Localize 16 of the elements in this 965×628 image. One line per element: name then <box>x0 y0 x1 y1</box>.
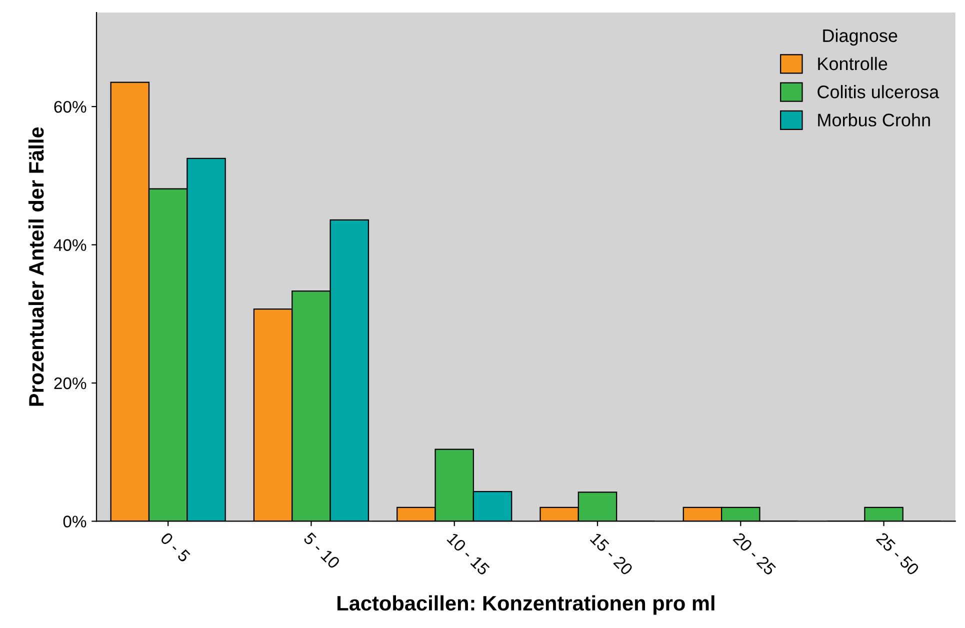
x-tick-label: 15 - 20 <box>590 532 634 576</box>
x-axis-title: Lactobacillen: Konzentrationen pro ml <box>338 595 714 615</box>
legend-label: Morbus Crohn <box>818 113 930 126</box>
legend-label: Colitis ulcerosa <box>818 85 940 98</box>
x-tick-label: 0 - 5 <box>160 532 191 563</box>
x-tick-label: 5 - 10 <box>303 532 341 570</box>
y-tick-label: 40% <box>54 239 86 251</box>
legend-title: Diagnose <box>823 28 898 46</box>
y-tick-label: 0% <box>63 516 86 528</box>
x-tick-label: 10 - 15 <box>446 532 490 576</box>
y-tick-label: 20% <box>54 377 86 390</box>
x-tick-label: 20 - 25 <box>732 532 777 576</box>
y-tick-label: 60% <box>54 100 86 113</box>
y-axis-title: Prozentualer Anteil der Fälle <box>28 127 44 406</box>
x-tick-label: 25 - 50 <box>876 532 920 576</box>
legend-label: Kontrolle <box>818 56 888 70</box>
